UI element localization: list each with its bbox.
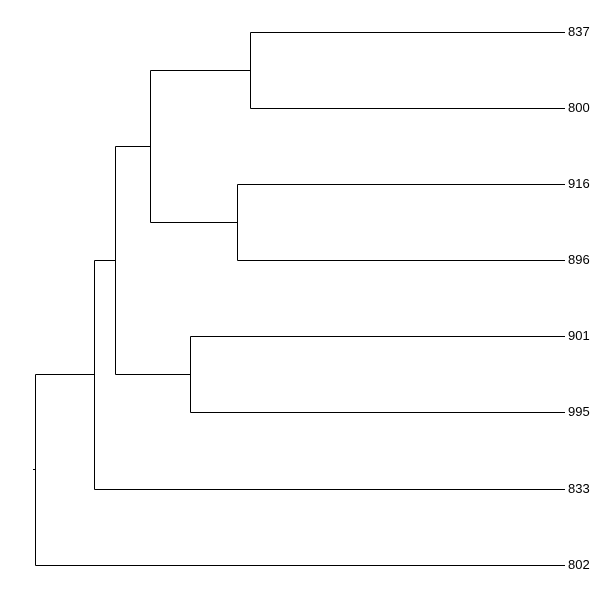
leaf-label: 837 <box>568 24 590 39</box>
branch <box>190 336 565 413</box>
leaf-label: 833 <box>568 481 590 496</box>
leaf-label: 802 <box>568 557 590 572</box>
leaf-label: 916 <box>568 176 590 191</box>
leaf-labels: 837 800 916 896 901 995 833 802 <box>568 24 590 572</box>
branch <box>115 146 191 375</box>
branch <box>33 374 565 566</box>
leaf-label: 901 <box>568 328 590 343</box>
branch <box>250 32 565 109</box>
branch <box>237 184 565 261</box>
leaf-label: 896 <box>568 252 590 267</box>
branch <box>150 70 251 223</box>
leaf-label: 800 <box>568 100 590 115</box>
leaf-label: 995 <box>568 404 590 419</box>
branches <box>33 32 565 566</box>
